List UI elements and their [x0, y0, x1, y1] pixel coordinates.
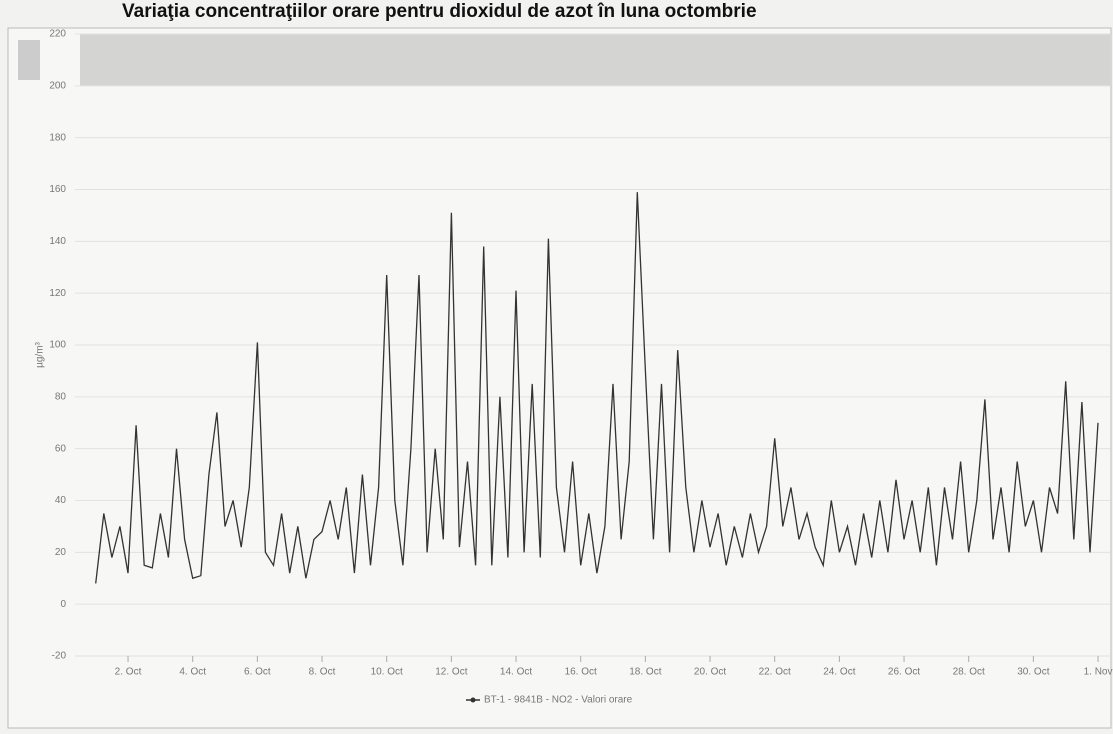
y-tick-label: 140	[49, 236, 66, 247]
y-tick-label: 200	[49, 80, 66, 91]
y-tick-label: 180	[49, 132, 66, 143]
legend-label: BT-1 - 9841B - NO2 - Valori orare	[484, 695, 633, 706]
y-tick-label: 100	[49, 340, 66, 351]
menu-button[interactable]	[18, 40, 40, 80]
x-tick-label: 2. Oct	[115, 667, 142, 678]
y-tick-label: 20	[55, 547, 67, 558]
y-tick-label: 220	[49, 29, 66, 40]
x-tick-label: 1. Nov	[1084, 667, 1113, 678]
x-tick-label: 24. Oct	[823, 667, 855, 678]
data-line	[95, 192, 1099, 584]
plot-band	[80, 34, 1110, 86]
x-tick-label: 12. Oct	[435, 667, 467, 678]
x-tick-label: 6. Oct	[244, 667, 271, 678]
x-tick-label: 18. Oct	[629, 667, 661, 678]
legend-marker	[470, 697, 476, 703]
x-tick-label: 16. Oct	[565, 667, 597, 678]
y-tick-label: 160	[49, 184, 66, 195]
x-tick-label: 8. Oct	[309, 667, 336, 678]
x-tick-label: 20. Oct	[694, 667, 726, 678]
y-tick-label: 80	[55, 391, 67, 402]
y-tick-label: 120	[49, 288, 66, 299]
chart-frame	[7, 27, 1112, 729]
y-tick-label: 0	[60, 599, 66, 610]
y-tick-label: 40	[55, 495, 67, 506]
chart-title: Variaţia concentraţiilor orare pentru di…	[122, 1, 757, 22]
y-axis-label: µg/m³	[35, 341, 46, 367]
x-tick-label: 28. Oct	[953, 667, 985, 678]
x-tick-label: 14. Oct	[500, 667, 532, 678]
x-tick-label: 30. Oct	[1017, 667, 1049, 678]
x-tick-label: 26. Oct	[888, 667, 920, 678]
y-tick-label: 60	[55, 443, 67, 454]
x-tick-label: 4. Oct	[179, 667, 206, 678]
y-tick-label: -20	[52, 651, 67, 662]
x-tick-label: 10. Oct	[371, 667, 403, 678]
x-tick-label: 22. Oct	[759, 667, 791, 678]
